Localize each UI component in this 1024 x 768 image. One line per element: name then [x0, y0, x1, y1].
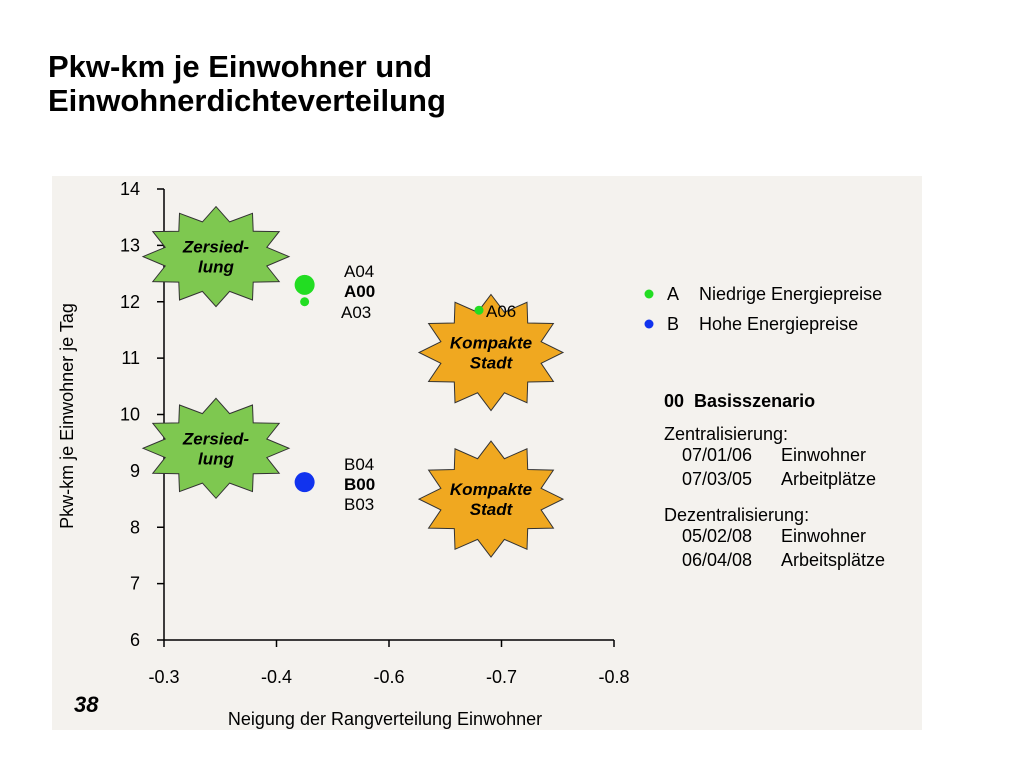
- burst-label-line-2: lung: [198, 258, 234, 277]
- legend-zentral-1-code: 07/01/06: [682, 445, 752, 465]
- title-line-1: Pkw-km je Einwohner und: [48, 49, 433, 84]
- legend-dezentral-2-code: 06/04/08: [682, 550, 752, 570]
- legend-zentral-2-text: Arbeitplätze: [781, 469, 876, 489]
- point-label-a03: A03: [341, 303, 371, 322]
- burst-label-line-2: Stadt: [470, 500, 514, 519]
- y-tick-label: 8: [130, 517, 140, 537]
- page-title: Pkw-km je Einwohner und Einwohnerdichtev…: [48, 50, 446, 118]
- x-tick-label: -0.8: [598, 667, 629, 687]
- legend: A Niedrige Energiepreise B Hohe Energiep…: [644, 284, 885, 570]
- y-tick-label: 6: [130, 630, 140, 650]
- point-b03: [297, 477, 312, 492]
- point-a03: [300, 297, 310, 307]
- x-tick-label: -0.6: [373, 667, 404, 687]
- burst-label-line-2: Stadt: [470, 353, 514, 372]
- point-a06: [474, 305, 484, 315]
- zersiedlung-burst: Zersied-lung: [141, 205, 291, 308]
- legend-zentral-1-text: Einwohner: [781, 445, 866, 465]
- burst-label-line-1: Zersied-: [182, 429, 249, 448]
- point-label-a06: A06: [486, 302, 516, 321]
- x-tick-label: -0.7: [486, 667, 517, 687]
- legend-dezentral-head: Dezentralisierung:: [664, 505, 809, 525]
- legend-text-b: Hohe Energiepreise: [699, 314, 858, 334]
- zersiedlung-burst-shape: [141, 205, 291, 308]
- y-tick-label: 13: [120, 235, 140, 255]
- y-axis-label: Pkw-km je Einwohner je Tag: [57, 303, 77, 529]
- x-tick-label: -0.4: [261, 667, 292, 687]
- y-tick-label: 9: [130, 461, 140, 481]
- kompakt-burst-shape: [417, 293, 565, 412]
- y-tick-label: 14: [120, 179, 140, 199]
- slide-number: 38: [74, 692, 99, 717]
- zersiedlung-burst: Zersied-lung: [141, 397, 291, 500]
- legend-text-a: Niedrige Energiepreise: [699, 284, 882, 304]
- title-line-2: Einwohnerdichteverteilung: [48, 83, 446, 118]
- legend-marker-b: [644, 319, 654, 329]
- x-tick-label: -0.3: [148, 667, 179, 687]
- legend-dezentral-2-text: Arbeitsplätze: [781, 550, 885, 570]
- point-label-b00: B00: [344, 475, 375, 494]
- legend-key-a: A: [667, 284, 679, 304]
- point-label-a04: A04: [344, 262, 374, 281]
- y-tick-label: 7: [130, 574, 140, 594]
- y-tick-label: 11: [121, 348, 140, 368]
- legend-base: 00 Basisszenario: [664, 391, 815, 411]
- burst-label-line-1: Kompakte: [450, 480, 532, 499]
- kompakt-burst-shape: [417, 440, 565, 558]
- point-label-b04: B04: [344, 455, 374, 474]
- y-tick-label: 10: [120, 405, 140, 425]
- point-label-a00: A00: [344, 282, 375, 301]
- point-a00: [294, 274, 315, 295]
- burst-label-line-1: Kompakte: [450, 333, 532, 352]
- legend-zentral-head: Zentralisierung:: [664, 424, 788, 444]
- burst-label-line-2: lung: [198, 449, 234, 468]
- x-axis-label: Neigung der Rangverteilung Einwohner: [228, 709, 542, 729]
- y-tick-label: 12: [120, 292, 140, 312]
- legend-dezentral-1-code: 05/02/08: [682, 526, 752, 546]
- legend-key-b: B: [667, 314, 679, 334]
- legend-marker-a: [644, 289, 654, 299]
- legend-zentral-2-code: 07/03/05: [682, 469, 752, 489]
- zersiedlung-burst-shape: [141, 397, 291, 500]
- burst-label-line-1: Zersied-: [182, 238, 249, 257]
- point-label-b03: B03: [344, 495, 374, 514]
- legend-dezentral-1-text: Einwohner: [781, 526, 866, 546]
